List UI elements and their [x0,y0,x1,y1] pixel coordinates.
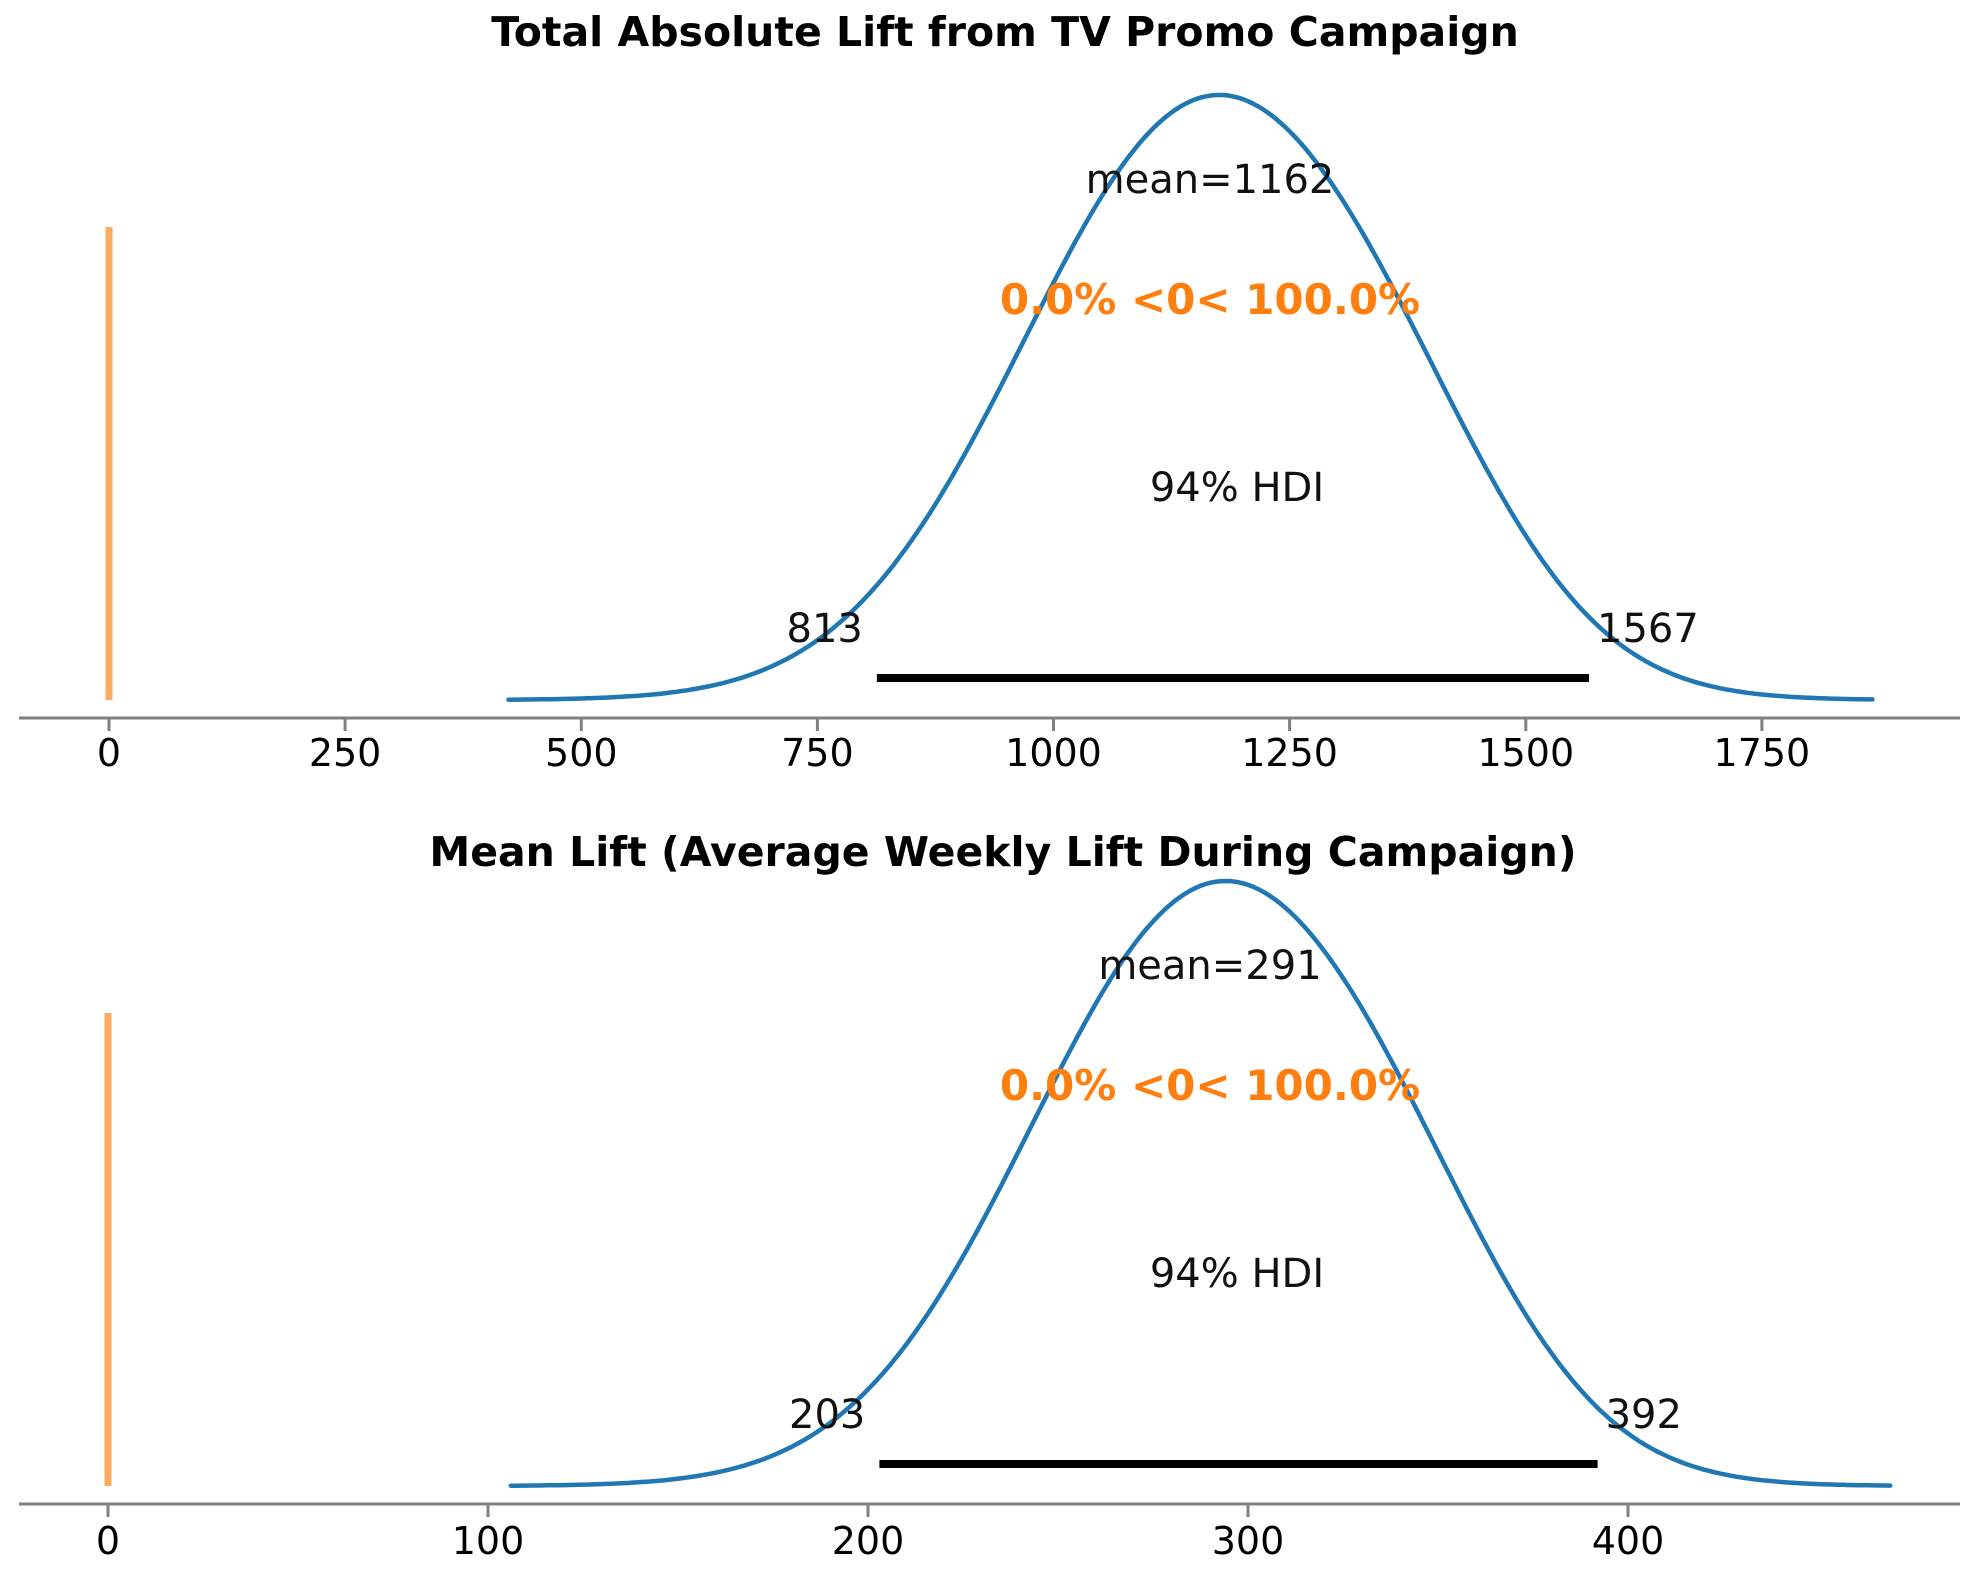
hdi-lower-label: 203 [789,1392,865,1438]
x-tick-label: 0 [96,1519,120,1563]
x-tick-label: 200 [832,1519,905,1563]
mean-label: mean=1162 [1086,157,1335,203]
x-tick-label: 300 [1212,1519,1285,1563]
x-tick-label: 250 [309,731,382,775]
x-axis-ticks: 0 250 500 750 1000 1250 1500 1750 [97,718,1810,775]
hdi-lower-label: 813 [787,606,863,652]
density-curve [506,92,1875,702]
x-axis-ticks: 0 100 200 300 400 [96,1504,1664,1563]
plot-title: Total Absolute Lift from TV Promo Campai… [491,8,1519,56]
ref-value-percent-label: 0.0% <0< 100.0% [1000,275,1420,324]
hdi-probability-label: 94% HDI [1150,465,1324,511]
x-tick-label: 1750 [1714,731,1811,775]
x-tick-label: 750 [781,731,854,775]
ref-value-percent-label: 0.0% <0< 100.0% [1000,1061,1420,1110]
plot-title: Mean Lift (Average Weekly Lift During Ca… [429,828,1576,876]
hdi-probability-label: 94% HDI [1150,1251,1324,1297]
x-tick-label: 100 [452,1519,525,1563]
x-tick-label: 0 [97,731,121,775]
x-tick-label: 1000 [1005,731,1102,775]
x-tick-label: 1500 [1477,731,1574,775]
x-tick-label: 500 [545,731,618,775]
hdi-upper-label: 1567 [1597,606,1699,652]
posterior-plot-mean-lift: Mean Lift (Average Weekly Lift During Ca… [19,828,1960,1563]
mean-label: mean=291 [1098,943,1321,989]
density-curve [508,878,1893,1488]
posterior-plot-total-lift: Total Absolute Lift from TV Promo Campai… [19,8,1960,775]
x-tick-label: 400 [1592,1519,1665,1563]
x-tick-label: 1250 [1241,731,1338,775]
hdi-upper-label: 392 [1606,1392,1682,1438]
